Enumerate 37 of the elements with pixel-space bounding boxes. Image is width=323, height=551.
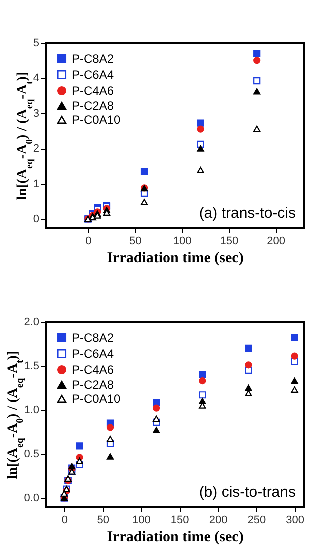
y-tick-label: 4 xyxy=(33,72,40,85)
y-tick-label: 0.5 xyxy=(24,448,40,461)
y-tick-label: 1.5 xyxy=(24,360,40,373)
x-tick-label: 200 xyxy=(267,236,286,248)
legend-label: P-C6A4 xyxy=(72,68,114,82)
legend-label: P-C6A4 xyxy=(72,347,114,361)
x-axis-title: Irradiation time (sec) xyxy=(107,250,244,266)
legend-label: P-C8A2 xyxy=(72,52,114,66)
x-tick-label: 0 xyxy=(86,236,92,248)
legend-label: P-C0A10 xyxy=(72,392,122,406)
x-tick-label: 300 xyxy=(286,514,304,526)
legend-label: P-C2A8 xyxy=(72,99,114,113)
y-tick-label: 2.0 xyxy=(24,316,40,328)
legend-label: P-C8A2 xyxy=(72,331,114,345)
x-tick-label: 150 xyxy=(170,514,190,526)
y-tick-label: 5 xyxy=(33,38,40,50)
x-tick-label: 250 xyxy=(248,514,266,526)
x-tick-label: 100 xyxy=(173,236,192,248)
legend-label: P-C0A10 xyxy=(72,113,122,127)
x-tick-label: 50 xyxy=(130,236,142,248)
y-tick-label: 0 xyxy=(33,214,40,226)
y-tick-label: 1.0 xyxy=(24,404,40,417)
annotation: (b) cis-to-trans xyxy=(199,484,296,501)
x-tick-label: 50 xyxy=(97,514,110,526)
legend-label: P-C2A8 xyxy=(72,378,114,392)
x-tick-label: 0 xyxy=(62,514,68,526)
y-tick-label: 3 xyxy=(33,108,40,120)
annotation: (a) trans-to-cis xyxy=(199,205,296,222)
y-tick-label: 1 xyxy=(33,178,40,190)
x-axis-title: Irradiation time (sec) xyxy=(107,530,244,546)
x-tick-label: 150 xyxy=(220,236,239,248)
x-tick-label: 100 xyxy=(132,514,151,526)
y-tick-label: 0.0 xyxy=(24,492,40,505)
legend-label: P-C4A6 xyxy=(72,84,114,98)
legend-label: P-C4A6 xyxy=(72,363,114,377)
y-tick-label: 2 xyxy=(33,143,40,156)
x-tick-label: 200 xyxy=(209,514,228,526)
